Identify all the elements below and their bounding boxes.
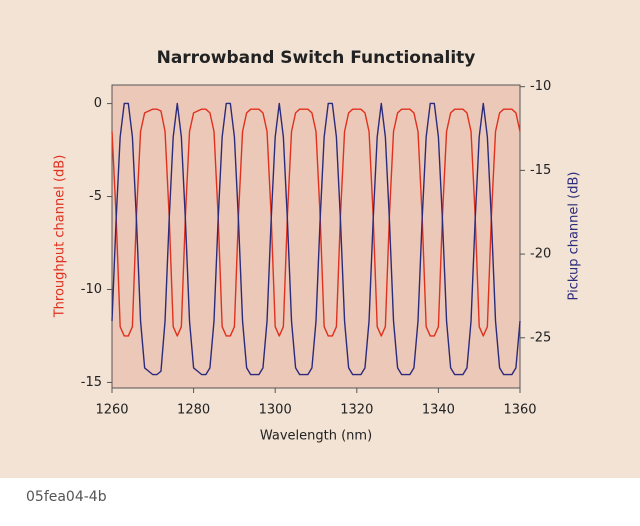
chart-title: Narrowband Switch Functionality [157,48,476,68]
y2-tick-label: -10 [530,79,551,94]
y-tick-label: -5 [89,189,102,204]
x-tick-label: 1340 [422,403,455,418]
y-tick-label: -15 [81,375,102,390]
series-line [111,102,521,376]
series-line [111,108,521,337]
x-tick-label: 1300 [259,403,292,418]
x-tick-label: 1280 [177,403,210,418]
y-axis-label: Throughput channel (dB) [53,155,68,319]
caption: 05fea04-4b [26,489,107,505]
x-tick-label: 1260 [95,403,128,418]
y2-tick-label: -20 [530,247,551,262]
x-tick-label: 1320 [340,403,373,418]
y2-tick-label: -25 [530,330,551,345]
y2-tick-label: -15 [530,163,551,178]
y-tick-label: 0 [94,96,102,111]
x-tick-label: 1360 [503,403,536,418]
y-tick-label: -10 [81,282,102,297]
y2-axis-label: Pickup channel (dB) [567,172,582,301]
x-axis-label: Wavelength (nm) [260,429,372,444]
